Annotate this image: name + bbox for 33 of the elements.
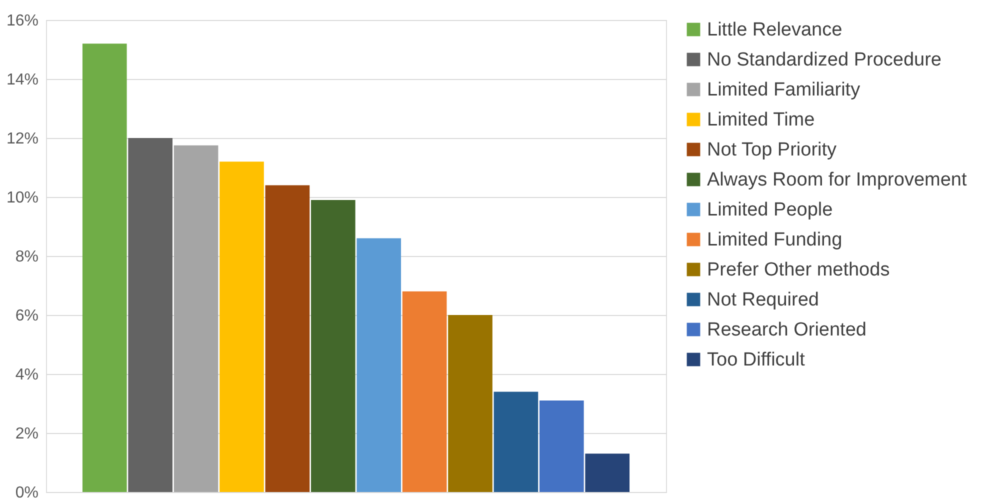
bar xyxy=(402,291,447,492)
legend-label: Limited People xyxy=(707,200,833,220)
bar xyxy=(128,138,173,492)
y-tick-label: 4% xyxy=(15,366,38,384)
legend-label: Not Required xyxy=(707,290,819,310)
y-tick-label: 14% xyxy=(6,72,38,88)
bar xyxy=(585,454,630,492)
bar xyxy=(539,400,584,492)
y-tick-label: 8% xyxy=(15,248,38,266)
y-tick-label: 12% xyxy=(6,130,38,148)
bar xyxy=(174,145,218,492)
bar xyxy=(310,200,356,492)
legend-label: Limited Funding xyxy=(707,230,842,250)
legend-label: Prefer Other methods xyxy=(707,260,890,280)
bar xyxy=(265,185,310,492)
y-tick-label: 0% xyxy=(15,484,38,501)
legend-label: Not Top Priority xyxy=(707,140,838,160)
legend-label: Little Relevance xyxy=(707,20,842,40)
bar xyxy=(494,392,538,492)
bar xyxy=(448,315,492,492)
legend-label: Limited Familiarity xyxy=(707,80,861,100)
y-tick-label: 6% xyxy=(15,308,38,324)
bar xyxy=(82,44,127,492)
legend-label: Research Oriented xyxy=(707,320,866,340)
legend-label: Always Room for Improvement xyxy=(707,170,968,190)
y-tick-label: 10% xyxy=(6,190,38,206)
legend-label: Limited Time xyxy=(707,110,815,130)
y-tick-label: 2% xyxy=(15,426,38,442)
legend-label: Too Difficult xyxy=(707,350,806,370)
y-tick-label: 16% xyxy=(6,12,38,30)
legend-label: No Standardized Procedure xyxy=(707,50,942,70)
bar xyxy=(220,162,264,492)
bar xyxy=(356,238,402,492)
